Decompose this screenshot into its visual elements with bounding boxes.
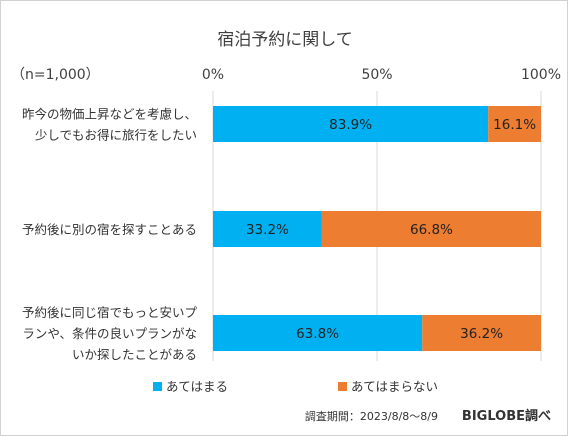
chart-title: 宿泊予約に関して (217, 30, 353, 50)
data-label: 33.2% (246, 222, 289, 238)
bar-segment (213, 211, 322, 247)
category-labels: 昨今の物価上昇などを考慮し、少しでもお得に旅行をしたい予約後に別の宿を探すことあ… (22, 107, 198, 363)
x-tick-label: 100% (521, 67, 561, 83)
bar-segment (213, 315, 423, 351)
category-label: ランや、条件の良いプランがな (22, 326, 197, 341)
category-label: 予約後に同じ宿でもっと安いプ (22, 305, 198, 320)
brand-label: BIGLOBE調べ (462, 408, 551, 424)
x-axis-ticks: 0% 50% 100% (202, 67, 561, 83)
sample-size-note: （n=1,000） (11, 67, 100, 83)
data-label: 36.2% (460, 326, 503, 342)
survey-period: 調査期間：2023/8/8～8/9 (305, 409, 438, 423)
legend: あてはまる あてはまらない (153, 379, 438, 394)
x-tick-label: 0% (202, 67, 224, 83)
category-label: 少しでもお得に旅行をしたい (35, 128, 197, 143)
legend-label: あてはまる (166, 379, 228, 394)
bar-segment (488, 106, 541, 142)
bars: 83.9% 16.1% 33.2% 66.8% 63.8% 36.2% (213, 106, 541, 351)
data-label: 66.8% (410, 222, 453, 238)
bar-segment (213, 106, 489, 142)
legend-swatch (338, 382, 347, 391)
bar-segment (422, 315, 541, 351)
legend-swatch (153, 382, 162, 391)
category-label: 昨今の物価上昇などを考慮し、 (22, 107, 197, 122)
category-label: いか探したことがある (72, 347, 197, 362)
bar-segment (321, 211, 541, 247)
data-label: 63.8% (296, 326, 339, 342)
data-label: 83.9% (329, 117, 372, 133)
category-label: 予約後に別の宿を探すことある (22, 222, 197, 237)
data-label: 16.1% (493, 117, 536, 133)
legend-label: あてはまらない (351, 379, 438, 394)
x-tick-label: 50% (361, 67, 392, 83)
